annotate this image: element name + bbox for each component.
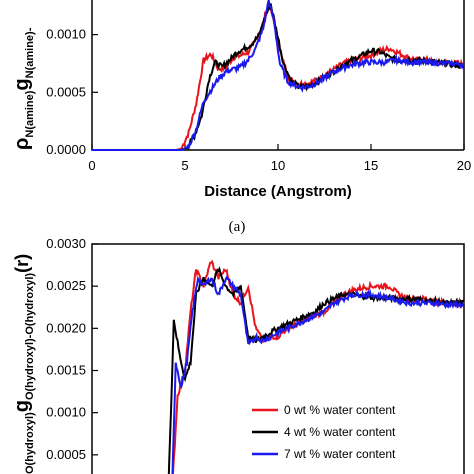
panel-a-y-tick-label: 0.0010 xyxy=(46,27,86,42)
panel-a-y-tick-label: 0.0005 xyxy=(46,84,86,99)
panel-a-x-tick-label: 15 xyxy=(364,158,378,173)
panel-a-x-tick-label: 5 xyxy=(181,158,188,173)
panel-a-series-line-1 xyxy=(92,2,465,151)
panel-b-y-tick-label: 0.0015 xyxy=(46,363,86,378)
panel-b-ylabel-g: g xyxy=(11,400,33,412)
legend-label: 7 wt % water content xyxy=(284,447,396,461)
panel-b-y-axis-label: O(hydroxyl)gO(hydroxyl)-O(hydroxyl)(r) xyxy=(11,254,36,474)
panel-b-axes-frame xyxy=(91,243,465,474)
panel-a-x-tick-label: 20 xyxy=(457,158,471,173)
panel-b-series-line-3 xyxy=(171,275,465,474)
panel-a-y-axis-label: ρN(amine)gN(amine)- xyxy=(11,27,36,150)
panel-b-y-tick-label: 0.0005 xyxy=(46,447,86,462)
panel-b-ylabel-suffix: (r) xyxy=(12,254,32,273)
panel-a-ylabel-g: g xyxy=(11,78,33,90)
panel-b-y-tick-label: 0.0025 xyxy=(46,278,86,293)
panel-b-ylabel-sub: O(hydroxyl)-O(hydroxyl) xyxy=(24,273,36,400)
panel-b-ticks: 0.0005 0.0010 0.0015 0.0020 0.0025 0.0030 xyxy=(46,236,98,462)
panel-b-y-tick-label: 0.0010 xyxy=(46,405,86,420)
legend-label: 4 wt % water content xyxy=(284,425,396,439)
panel-a-ylabel-sub2: N(amine)- xyxy=(24,27,36,78)
panel-a-series xyxy=(92,0,465,151)
svg-text:ρN(amine)gN(amine)-: ρN(amine)gN(amine)- xyxy=(11,27,36,150)
panel-a-x-tick-label: 10 xyxy=(271,158,285,173)
panel-b-series-line-1 xyxy=(171,259,465,474)
panel-b-y-tick-label: 0.0020 xyxy=(46,320,86,335)
legend-label: 0 wt % water content xyxy=(284,403,396,417)
panel-b-legend: 0 wt % water content 4 wt % water content… xyxy=(252,403,396,461)
panel-b-chart: 0.0005 0.0010 0.0015 0.0020 0.0025 0.0030 O(h… xyxy=(11,236,465,474)
panel-a-ticks: 0.0000 0.0005 0.0010 0 5 10 15 20 xyxy=(46,27,471,173)
panel-b-ylabel-prefix-sub: O(hydroxyl) xyxy=(24,412,36,474)
panel-a-axes-frame xyxy=(91,0,464,151)
panel-a-chart: 0.0000 0.0005 0.0010 0 5 10 15 20 Distance (Ang… xyxy=(11,0,471,235)
panel-a-ylabel-rho: ρ xyxy=(11,138,33,150)
panel-a-x-axis-label: Distance (Angstrom) xyxy=(204,183,352,200)
panel-a-series-line-3 xyxy=(92,0,465,151)
panel-b-series xyxy=(167,259,465,474)
panel-a-ylabel-sub1: N(amine) xyxy=(24,90,36,137)
panel-a-y-tick-label: 0.0000 xyxy=(46,142,86,157)
panel-b-y-tick-label: 0.0030 xyxy=(46,236,86,251)
panel-a-series-line-2 xyxy=(92,3,465,151)
panel-b-series-line-2 xyxy=(167,266,465,474)
svg-text:O(hydroxyl)gO(hydroxyl)-O(hydr: O(hydroxyl)gO(hydroxyl)-O(hydroxyl)(r) xyxy=(11,254,36,474)
panel-a-x-tick-label: 0 xyxy=(88,158,95,173)
panel-a-caption: (a) xyxy=(229,219,246,235)
